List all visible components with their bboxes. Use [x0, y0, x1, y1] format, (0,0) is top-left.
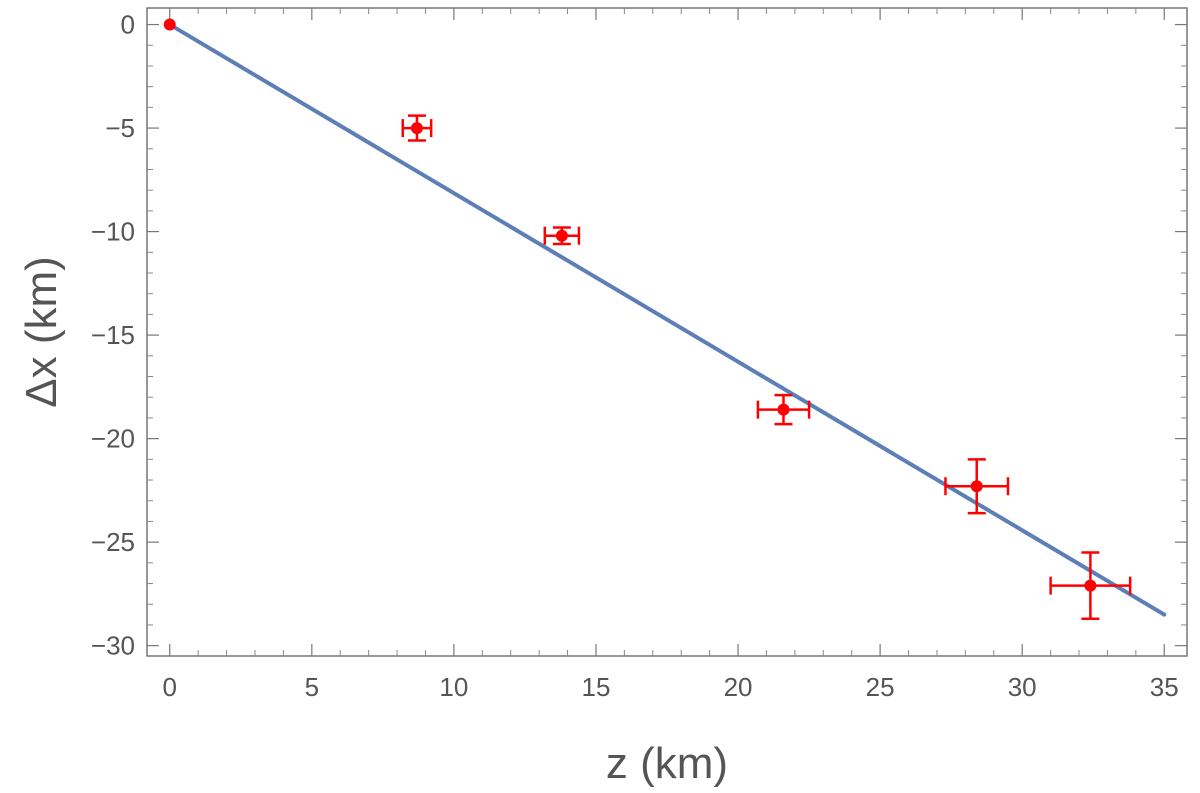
y-tick-label: 0 — [121, 10, 135, 40]
y-tick-label: −10 — [91, 217, 135, 247]
x-tick-label: 25 — [866, 672, 895, 702]
data-point — [777, 403, 790, 416]
data-point — [555, 229, 568, 242]
x-axis-ticks: 0 5 10 15 20 25 30 35 — [162, 8, 1179, 702]
x-axis-title: z (km) — [606, 739, 728, 788]
x-tick-label: 15 — [582, 672, 611, 702]
x-tick-label: 20 — [724, 672, 753, 702]
x-tick-label: 5 — [305, 672, 319, 702]
data-point — [1084, 579, 1097, 592]
y-tick-label: −15 — [91, 320, 135, 350]
data-point — [163, 18, 176, 31]
y-tick-label: −5 — [105, 113, 135, 143]
y-tick-label: −30 — [91, 631, 135, 661]
y-axis-title: Δx (km) — [17, 256, 66, 408]
fit-lines — [167, 22, 1167, 617]
x-tick-label: 10 — [439, 672, 468, 702]
x-tick-label: 30 — [1008, 672, 1037, 702]
plot-frame — [146, 7, 1188, 657]
data-point — [410, 122, 423, 135]
y-axis-ticks: 0 −5 −10 −15 −20 −25 −30 — [91, 10, 1187, 661]
y-tick-label: −25 — [91, 527, 135, 557]
x-tick-label: 35 — [1150, 672, 1179, 702]
x-tick-label: 0 — [162, 672, 176, 702]
y-tick-label: −20 — [91, 424, 135, 454]
data-point — [970, 480, 983, 493]
data-points — [163, 18, 1132, 620]
fit-line — [167, 22, 1167, 617]
